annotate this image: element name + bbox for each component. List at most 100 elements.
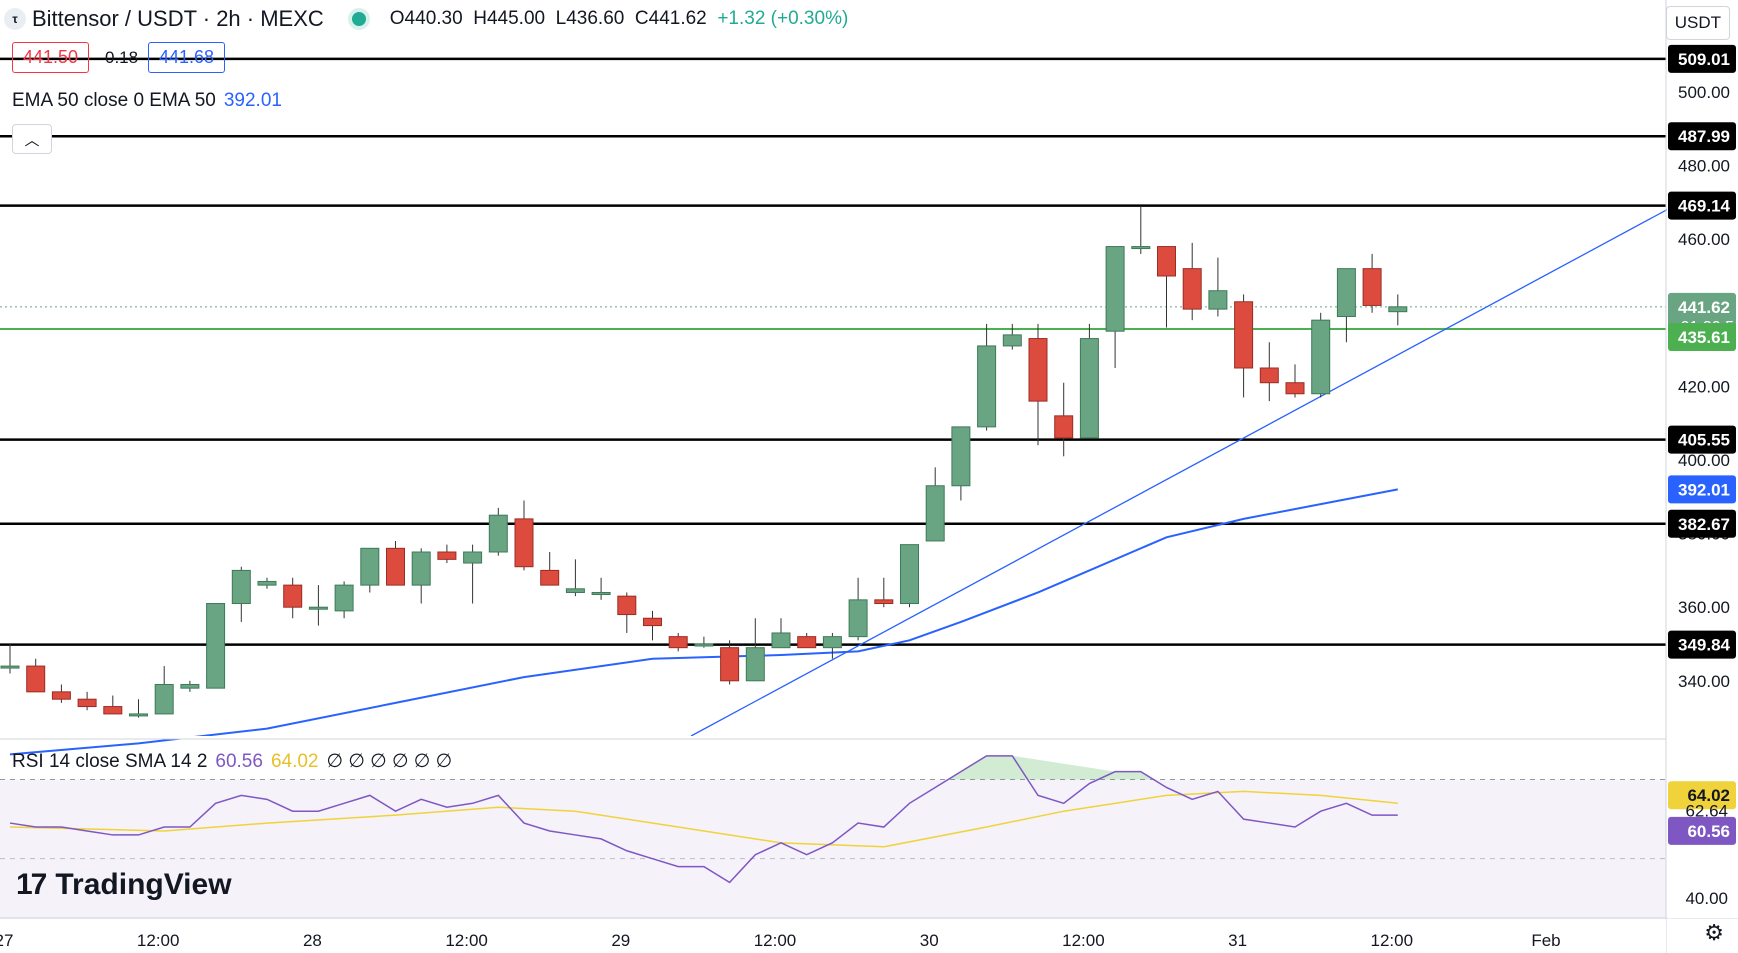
rsi-level-tag: 62.64 xyxy=(1685,802,1728,821)
level-price-tag: 509.01 xyxy=(1678,50,1730,69)
candle xyxy=(1388,294,1408,326)
candle xyxy=(771,618,791,649)
candle-body xyxy=(771,632,791,649)
candle xyxy=(540,552,560,586)
market-status-icon xyxy=(347,8,370,30)
ema-label: EMA 50 close 0 EMA 50 xyxy=(12,90,216,111)
time-tick-label: 12:00 xyxy=(754,931,797,950)
candle-body xyxy=(1079,338,1099,439)
chart-header: τ Bittensor / USDT · 2h · MEXC O440.30 H… xyxy=(0,4,848,34)
rsi-tick-label: 40.00 xyxy=(1685,889,1728,908)
ema-legend[interactable]: EMA 50 close 0 EMA 50 392.01 xyxy=(12,90,282,112)
settings-gear-icon[interactable]: ⚙ xyxy=(1704,920,1724,945)
candle xyxy=(1285,364,1305,398)
tradingview-logo-icon: 17 xyxy=(16,868,47,901)
time-tick-label: Feb xyxy=(1531,931,1560,950)
time-axis-background xyxy=(0,919,1666,953)
candle xyxy=(411,548,431,604)
candle-body xyxy=(283,584,303,608)
candle xyxy=(1362,253,1382,313)
candle xyxy=(694,636,714,648)
price-tick-label: 460.00 xyxy=(1678,230,1730,249)
rsi-sma-tag: 64.02 xyxy=(1687,786,1730,805)
level-price-tag: 382.67 xyxy=(1678,515,1730,534)
level-price-tag-background xyxy=(1668,630,1736,659)
candle-body xyxy=(925,485,945,542)
candle xyxy=(745,618,765,682)
candle-body xyxy=(154,683,174,715)
candle-body xyxy=(51,691,71,700)
candle xyxy=(463,544,483,604)
candle xyxy=(1311,312,1331,398)
candle xyxy=(848,577,868,641)
rsi-line xyxy=(9,755,1398,884)
level-price-tag-background xyxy=(1668,509,1736,538)
candle xyxy=(951,426,971,501)
ema-value: 392.01 xyxy=(223,90,282,111)
candle xyxy=(437,544,457,564)
candle-body xyxy=(874,599,894,605)
candle xyxy=(51,684,71,703)
candle xyxy=(103,695,123,715)
candle xyxy=(1182,242,1202,321)
candle xyxy=(154,666,174,715)
candle xyxy=(720,640,740,685)
candle xyxy=(822,632,842,659)
candle-body xyxy=(77,698,97,708)
collapse-chevron-icon: ︿ xyxy=(24,131,40,149)
ohlc-low: L436.60 xyxy=(555,8,625,29)
candle-body xyxy=(1105,246,1125,332)
trendline xyxy=(690,201,1681,737)
candle-body xyxy=(1131,246,1151,250)
candle-body xyxy=(668,636,688,649)
price-tick-label: 480.00 xyxy=(1678,157,1730,176)
candle-body xyxy=(129,713,148,717)
candle-body xyxy=(1054,415,1074,439)
ema-price-tag: 392.01 xyxy=(1678,480,1730,499)
rsi-value: 60.56 xyxy=(215,751,263,772)
candle-body xyxy=(1285,382,1305,395)
buy-price-button[interactable]: 441.68 xyxy=(148,42,226,73)
time-tick-label: 31 xyxy=(1228,931,1247,950)
pane-gap xyxy=(0,736,1666,739)
candle xyxy=(206,603,226,689)
ema-price-tag-background xyxy=(1668,475,1736,504)
candle-body xyxy=(1208,290,1228,310)
collapse-legend-button[interactable]: ︿ xyxy=(12,124,52,154)
candle xyxy=(925,467,945,542)
candle xyxy=(488,507,508,556)
level-price-tag-background xyxy=(1668,425,1736,454)
candle-body xyxy=(411,551,431,586)
candle-body xyxy=(206,603,226,689)
candle xyxy=(77,691,97,711)
sell-price-button[interactable]: 441.50 xyxy=(12,42,90,73)
level-price-tag: 349.84 xyxy=(1678,636,1731,655)
level-price-tag-background xyxy=(1668,44,1736,73)
candle xyxy=(1028,323,1048,446)
axis-background xyxy=(1667,0,1738,918)
last-price-tag: 441.62 xyxy=(1678,298,1730,317)
candle xyxy=(257,577,277,589)
candle xyxy=(1234,294,1254,398)
candle-body xyxy=(822,636,842,649)
candle-body xyxy=(334,584,354,612)
candle-body xyxy=(1362,268,1382,306)
candle-body xyxy=(437,551,457,560)
candle xyxy=(977,323,997,431)
symbol-title[interactable]: Bittensor / USDT · 2h · MEXC xyxy=(32,6,324,31)
bittensor-logo-icon: τ xyxy=(4,8,26,30)
candle xyxy=(1002,323,1022,350)
candle-body xyxy=(1157,246,1176,277)
candle-body xyxy=(848,599,868,638)
time-tick-label: 27 xyxy=(0,931,13,950)
price-tick-label: 360.00 xyxy=(1678,598,1730,617)
rsi-legend[interactable]: RSI 14 close SMA 14 2 60.56 64.02 ∅ ∅ ∅ ∅ ∅… xyxy=(12,750,452,773)
candle-body xyxy=(488,514,508,553)
currency-label[interactable]: USDT xyxy=(1665,6,1730,40)
candle-body xyxy=(951,426,971,487)
time-tick-label: 30 xyxy=(920,931,939,950)
price-pane xyxy=(0,57,1681,756)
candle-body xyxy=(797,636,817,649)
